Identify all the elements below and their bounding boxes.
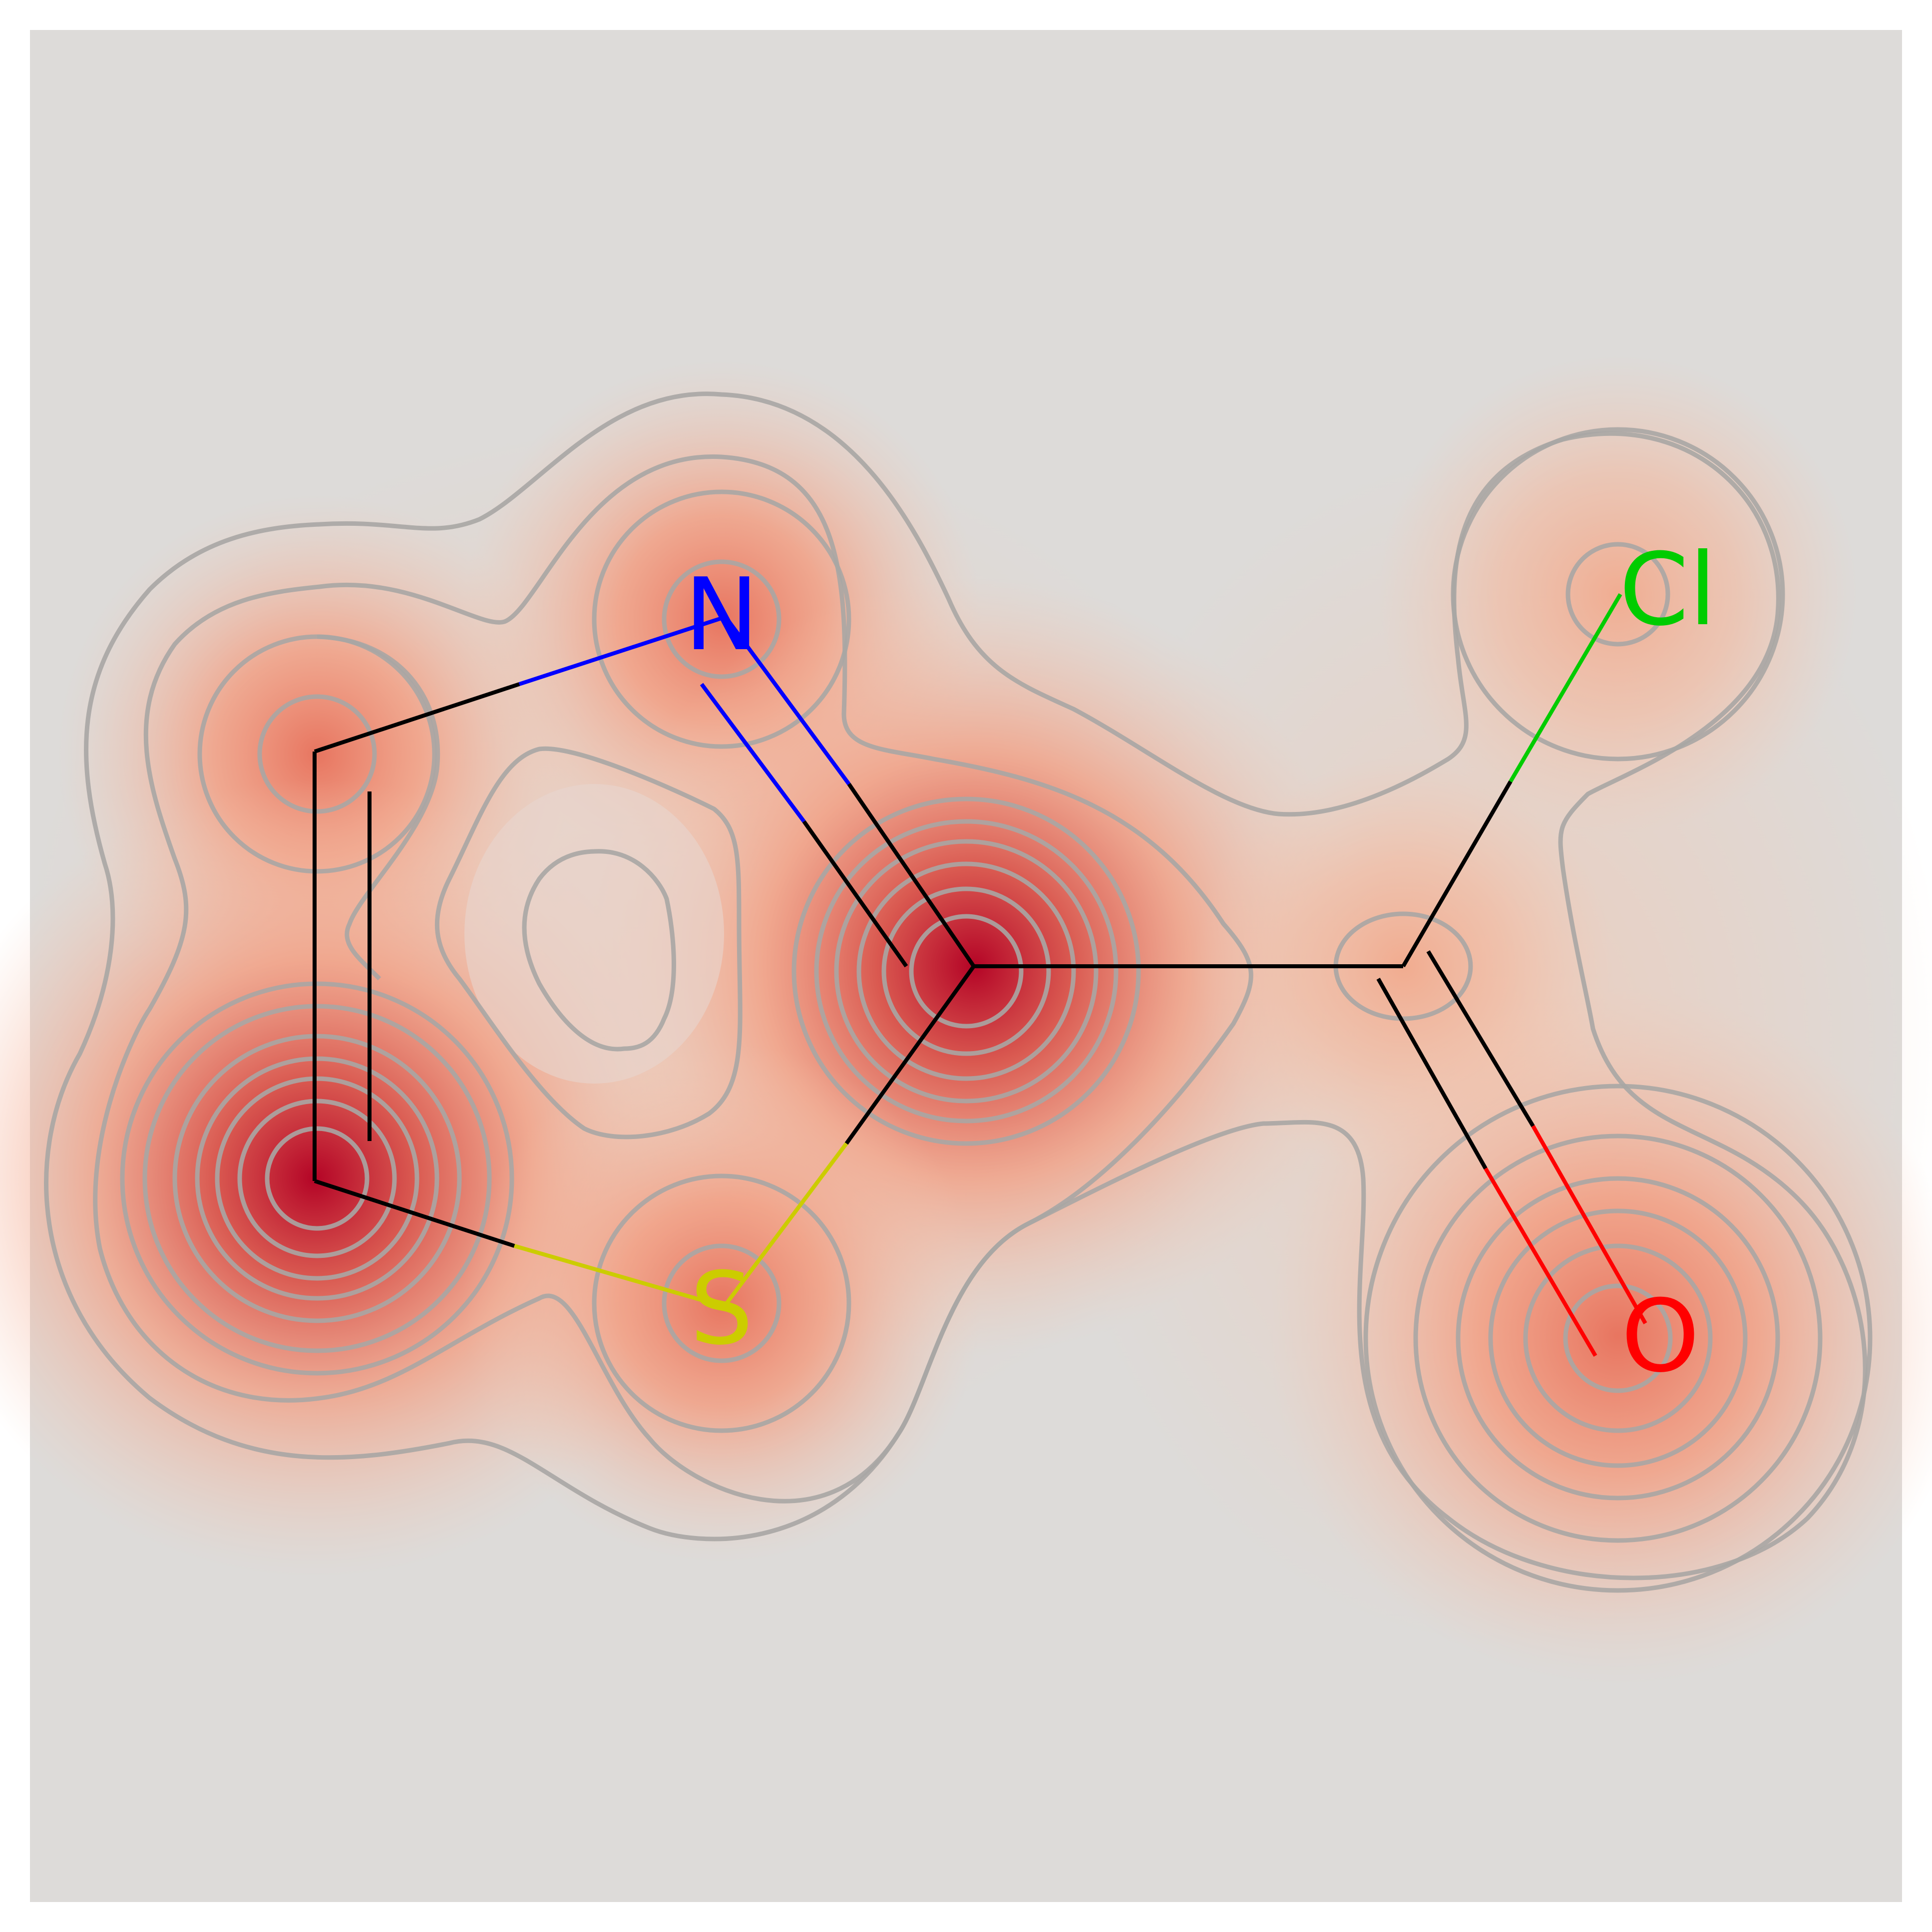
contour-cb-e <box>814 819 1119 1124</box>
bond-c1-n-carbon-half <box>314 682 520 754</box>
bond-n-cb-outer-c <box>847 782 976 968</box>
bond-cb-s-carbon-half <box>844 965 976 1145</box>
atom-label-cl: Cl <box>1619 532 1716 648</box>
bond-s-cr-carbon-half <box>314 1179 515 1248</box>
bond-s-cr-sulfur-half <box>513 1244 723 1308</box>
bond-layer <box>313 593 1647 1357</box>
contour-o-d <box>1456 1176 1780 1501</box>
contour-layer <box>44 391 1873 1593</box>
bond-cacyl-o-outer-c <box>1426 950 1535 1128</box>
contour-c1-a <box>257 694 377 814</box>
contour-s-a <box>662 1243 781 1363</box>
bond-cacyl-cl-chlorine-half <box>1509 593 1622 783</box>
contour-ring-center <box>522 849 676 1052</box>
bond-cb-s-sulfur-half <box>725 1142 848 1305</box>
atom-label-o: O <box>1621 1278 1699 1395</box>
contour-cr-f <box>142 1004 492 1353</box>
contour-o-f <box>1363 1084 1873 1593</box>
contour-c1-c <box>317 634 440 981</box>
heat-ring-center-dip <box>464 784 724 1084</box>
atom-label-n: N <box>684 557 759 673</box>
contour-cr-c <box>215 1076 419 1281</box>
heat-blob-cl <box>1378 355 1858 834</box>
bond-n-cb-inner-c <box>802 820 908 968</box>
contour-cr-g <box>120 981 514 1376</box>
contour-cb-b <box>881 886 1051 1056</box>
contour-cb-d <box>834 839 1099 1104</box>
bond-cacyl-o-inner-c <box>1376 978 1488 1169</box>
contour-cl-a <box>1565 542 1670 647</box>
contour-o-e <box>1413 1134 1823 1543</box>
contour-cb-f <box>791 796 1141 1146</box>
contour-cr-b <box>237 1099 397 1258</box>
contour-ring-pocket <box>434 746 743 1140</box>
atom-label-s: S <box>690 1251 754 1367</box>
contour-cl-b <box>1451 427 1785 762</box>
contour-s-b <box>592 1173 851 1433</box>
contour-cr-e <box>172 1034 462 1323</box>
contour-o-b <box>1523 1243 1713 1433</box>
contour-cr-d <box>195 1056 439 1301</box>
bond-cacyl-o-outer-o <box>1531 1125 1647 1324</box>
contour-inner-envelope <box>93 454 1253 1504</box>
bond-cacyl-o-inner-o <box>1484 1167 1597 1357</box>
contour-cr-a <box>265 1126 370 1231</box>
bond-n-cb-inner-n <box>700 683 806 823</box>
contour-o-a <box>1563 1283 1673 1393</box>
bond-c1-n-nitrogen-half <box>518 616 723 686</box>
contour-cb-a <box>909 914 1024 1029</box>
heatmap-layer <box>0 355 1932 1685</box>
bond-n-cb-outer-n <box>727 620 851 785</box>
contour-o-c <box>1488 1208 1748 1468</box>
contour-n-a <box>662 559 781 679</box>
atom-label-layer: N S O Cl <box>684 532 1716 1395</box>
contour-cb-c <box>856 861 1076 1081</box>
bond-cacyl-cl-carbon-half <box>1401 780 1513 968</box>
heat-blob-s <box>462 1044 981 1563</box>
contour-n-b <box>592 489 851 749</box>
